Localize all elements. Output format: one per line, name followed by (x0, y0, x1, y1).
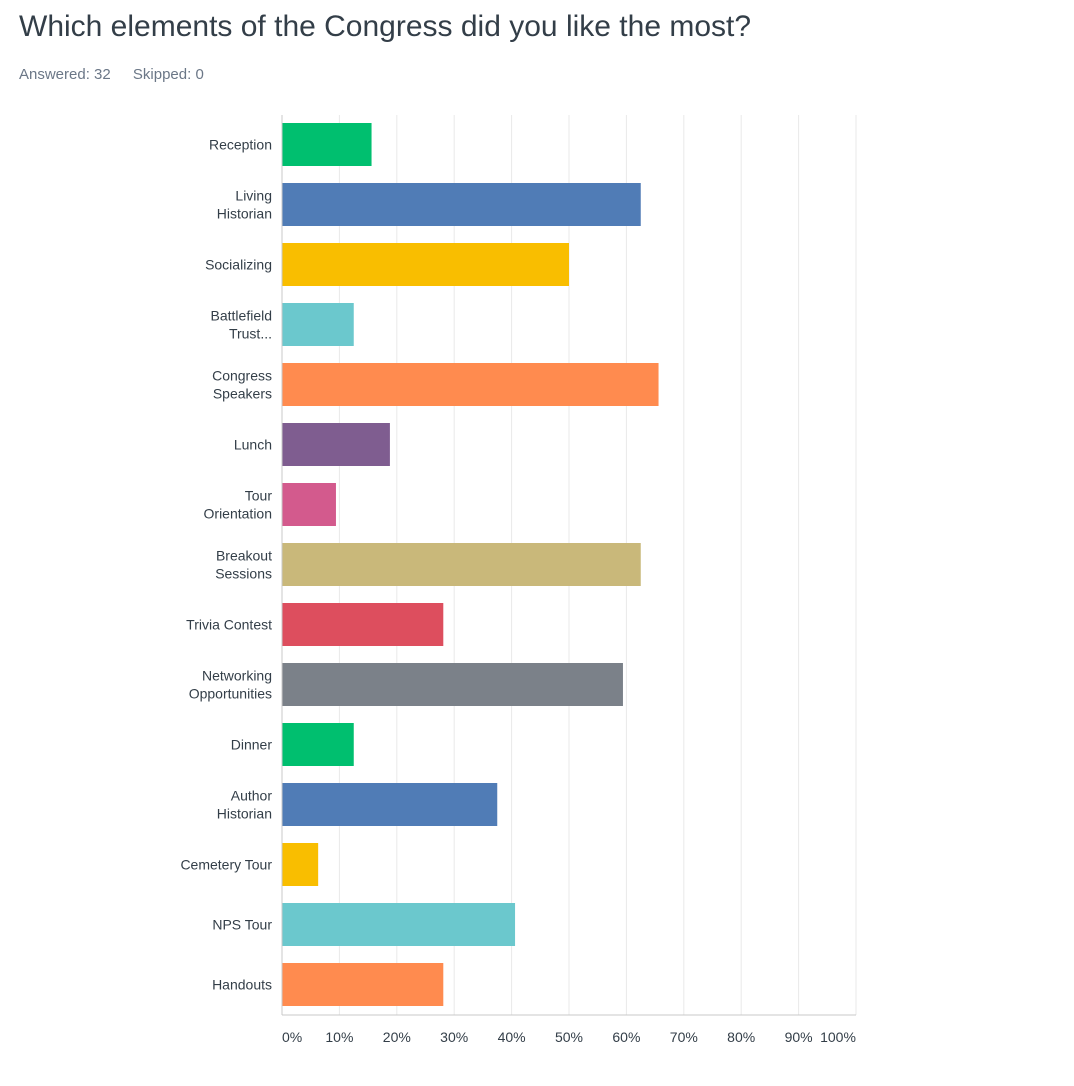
bar (282, 903, 516, 946)
question-title: Which elements of the Congress did you l… (19, 10, 752, 43)
bar (282, 423, 390, 466)
category-label: Living Historian (217, 188, 272, 222)
category-label: Congress Speakers (212, 368, 272, 402)
category-label-line: Orientation (204, 506, 272, 522)
category-label-line: Historian (217, 206, 272, 222)
x-tick-label: 50% (555, 1029, 583, 1045)
x-tick-label: 30% (440, 1029, 468, 1045)
category-label: Reception (209, 137, 272, 153)
x-tick-label: 0% (282, 1029, 302, 1045)
category-label: Dinner (231, 737, 273, 753)
bar (282, 723, 354, 766)
x-tick-label: 40% (498, 1029, 526, 1045)
category-label: Socializing (205, 257, 272, 273)
category-label-line: Speakers (213, 386, 272, 402)
x-tick-label: 90% (785, 1029, 813, 1045)
category-label: Tour Orientation (204, 488, 273, 522)
category-label-line: Networking (202, 668, 272, 684)
category-label-line: Tour (245, 488, 273, 504)
bar (282, 783, 498, 826)
bar (282, 123, 372, 166)
x-tick-label: 60% (612, 1029, 640, 1045)
category-label: NPS Tour (212, 917, 272, 933)
category-label: Lunch (234, 437, 272, 453)
bar (282, 963, 444, 1006)
answered-count: Answered: 32 (19, 66, 111, 83)
category-label-line: Author (231, 788, 273, 804)
bar (282, 183, 641, 226)
bar (282, 843, 319, 886)
category-label-line: Reception (209, 137, 272, 153)
category-label-line: Trivia Contest (186, 617, 272, 633)
category-label-line: Historian (217, 806, 272, 822)
category-label-line: Sessions (215, 566, 272, 582)
category-label-line: Cemetery Tour (180, 857, 272, 873)
bar (282, 603, 444, 646)
category-label: Battlefield Trust... (211, 308, 272, 342)
response-summary: Answered: 32 Skipped: 0 (19, 66, 222, 83)
x-tick-label: 100% (820, 1029, 856, 1045)
bar (282, 363, 659, 406)
category-label-line: NPS Tour (212, 917, 272, 933)
x-tick-label: 70% (670, 1029, 698, 1045)
category-label: Handouts (212, 977, 272, 993)
category-label: Networking Opportunities (189, 668, 272, 702)
category-label: Trivia Contest (186, 617, 272, 633)
category-label-line: Lunch (234, 437, 272, 453)
category-label-line: Socializing (205, 257, 272, 273)
x-tick-label: 80% (727, 1029, 755, 1045)
bar (282, 543, 641, 586)
skipped-count: Skipped: 0 (132, 66, 204, 83)
category-label-line: Congress (212, 368, 272, 384)
category-label-line: Opportunities (189, 686, 272, 702)
category-label-line: Battlefield (211, 308, 272, 324)
bar (282, 483, 336, 526)
category-label: Breakout Sessions (215, 548, 272, 582)
category-label: Author Historian (217, 788, 273, 822)
x-tick-label: 10% (325, 1029, 353, 1045)
category-label: Cemetery Tour (180, 857, 272, 873)
category-label-line: Living (235, 188, 272, 204)
bar (282, 243, 569, 286)
category-label-line: Handouts (212, 977, 272, 993)
category-label-line: Dinner (231, 737, 273, 753)
bar (282, 303, 354, 346)
category-label-line: Breakout (216, 548, 272, 564)
bar (282, 663, 623, 706)
category-label-line: Trust... (229, 326, 272, 342)
x-tick-label: 20% (383, 1029, 411, 1045)
